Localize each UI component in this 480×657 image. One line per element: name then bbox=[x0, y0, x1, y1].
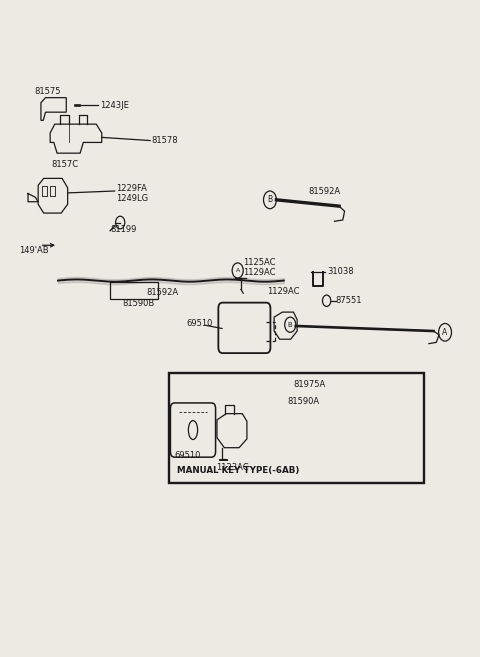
Text: 81590B: 81590B bbox=[122, 299, 154, 307]
Text: 149'AB: 149'AB bbox=[19, 246, 48, 255]
Text: 81575: 81575 bbox=[35, 87, 61, 97]
Text: 1229FA: 1229FA bbox=[116, 184, 147, 193]
Text: B: B bbox=[288, 322, 293, 328]
Bar bbox=[168, 373, 424, 483]
Text: 69510: 69510 bbox=[187, 319, 213, 328]
Text: 81592A: 81592A bbox=[308, 187, 340, 196]
Text: 1129AC: 1129AC bbox=[243, 268, 275, 277]
Text: 31038: 31038 bbox=[327, 267, 354, 275]
Text: 81199: 81199 bbox=[110, 225, 136, 234]
Text: 1123AC: 1123AC bbox=[216, 463, 249, 472]
Text: 8157C: 8157C bbox=[51, 160, 78, 169]
Text: 1125AC: 1125AC bbox=[243, 258, 275, 267]
Text: 69510: 69510 bbox=[174, 451, 201, 461]
Text: MANUAL KEY TYPE(-6AB): MANUAL KEY TYPE(-6AB) bbox=[177, 466, 299, 475]
Bar bbox=[110, 283, 158, 299]
Text: A: A bbox=[236, 268, 240, 273]
Text: 1249LG: 1249LG bbox=[116, 194, 148, 203]
Text: 87551: 87551 bbox=[335, 296, 361, 306]
Bar bbox=[42, 186, 48, 196]
Text: 81578: 81578 bbox=[152, 136, 178, 145]
Text: 81975A: 81975A bbox=[293, 380, 326, 388]
Text: 81590A: 81590A bbox=[287, 397, 319, 405]
Text: 81592A: 81592A bbox=[146, 288, 178, 297]
Text: 1243JE: 1243JE bbox=[100, 101, 129, 110]
Text: A: A bbox=[443, 328, 448, 337]
Text: 1129AC: 1129AC bbox=[267, 287, 299, 296]
Bar bbox=[50, 186, 55, 196]
Text: B: B bbox=[267, 195, 273, 204]
